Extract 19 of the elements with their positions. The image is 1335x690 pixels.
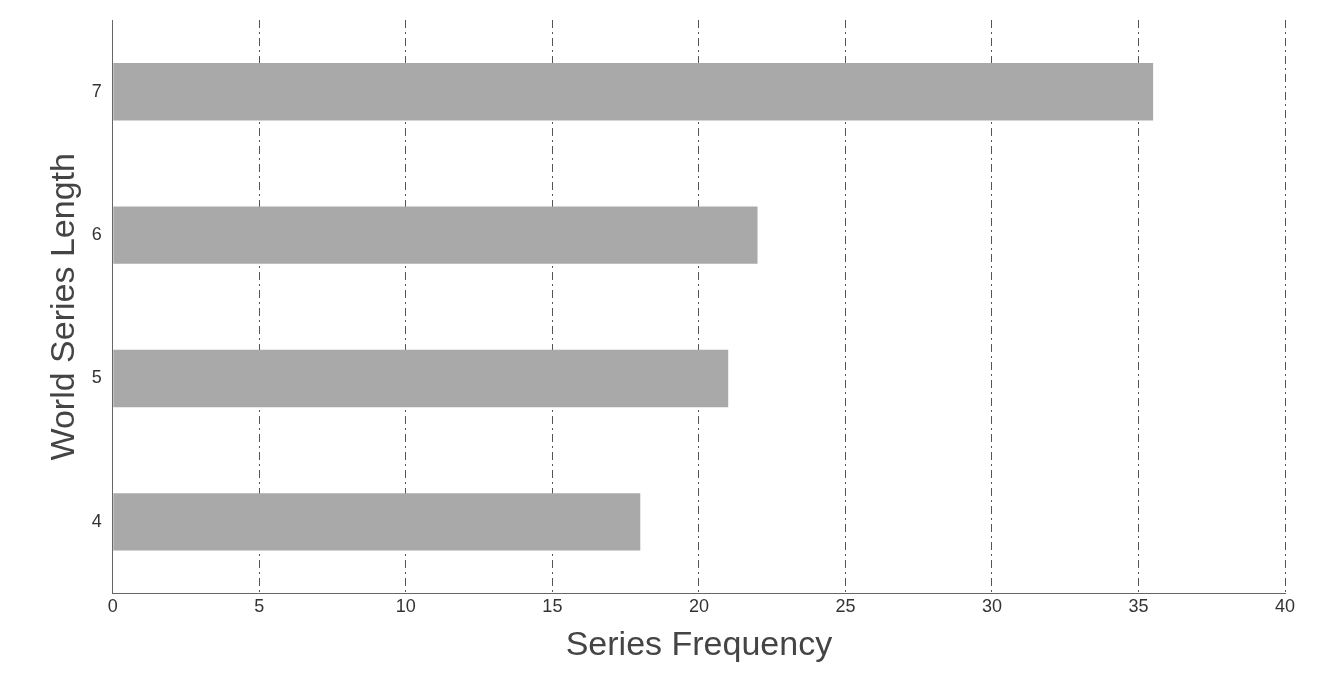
bar	[113, 349, 729, 408]
x-tick-label: 35	[1128, 596, 1149, 617]
x-tick-label: 25	[835, 596, 856, 617]
y-tick-label: 5	[91, 367, 102, 388]
y-tick-label: 4	[91, 510, 102, 531]
bar	[113, 63, 1154, 121]
x-tick-label: 5	[254, 596, 265, 617]
x-axis-title: Series Frequency	[565, 623, 833, 662]
bar	[113, 206, 758, 264]
x-tick-label: 0	[107, 596, 118, 617]
y-tick-label: 7	[91, 80, 102, 101]
x-tick-label: 10	[395, 596, 416, 617]
y-tick-label: 6	[91, 224, 102, 245]
bar	[113, 493, 641, 551]
x-tick-label: 30	[981, 596, 1002, 617]
x-tick-label: 40	[1274, 596, 1296, 617]
y-axis-title: World Series Length	[42, 153, 81, 461]
x-tick-label: 20	[688, 596, 709, 617]
x-tick-label: 15	[542, 596, 563, 617]
